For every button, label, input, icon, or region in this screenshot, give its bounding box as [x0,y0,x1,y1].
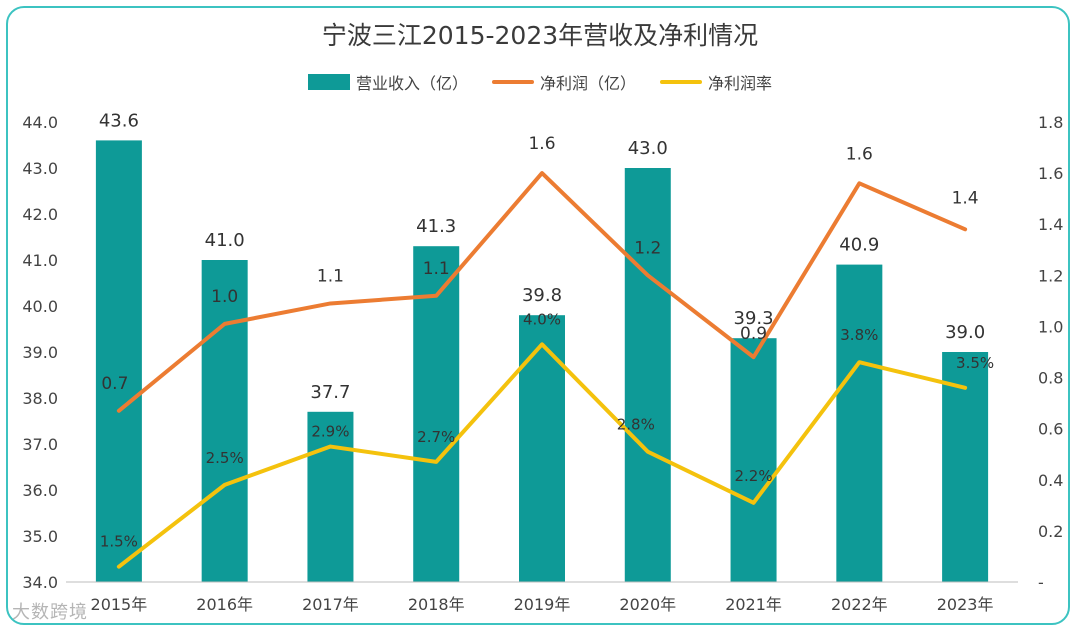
revenue-data-label: 37.7 [310,382,350,403]
net-profit-line [116,171,968,413]
net-margin-data-label: 2.5% [206,449,244,467]
x-axis-tick-label: 2019年 [514,595,571,614]
revenue-data-label: 39.3 [734,308,774,329]
revenue-bar [836,264,883,582]
left-axis-tick-label: 44.0 [22,113,58,132]
revenue-bar [201,260,248,582]
net-margin-data-label: 2.2% [735,467,773,485]
revenue-bar [942,352,989,582]
net-margin-data-label: 2.7% [417,428,455,446]
net-margin-data-label: 3.8% [840,326,878,344]
legend-swatch-net-profit [491,80,534,84]
net-profit-data-label: 0.9 [740,324,767,344]
revenue-bar [95,140,142,582]
revenue-bar [519,315,565,582]
left-axis-tick-label: 35.0 [22,527,58,546]
left-axis-tick-label: 42.0 [22,205,58,224]
left-axis-tick-label: 38.0 [22,389,58,408]
revenue-data-label: 40.9 [839,235,879,256]
net-margin-data-label: 2.8% [617,416,655,434]
left-axis-tick-label: 34.0 [22,573,58,592]
legend-item-revenue: 营业收入（亿） [307,70,468,94]
legend-item-net-margin: 净利润率 [660,70,772,94]
net-margin-line [116,342,968,569]
x-axis-tick-label: 2018年 [408,595,465,614]
net-profit-data-label: 1.2 [634,238,661,258]
right-axis-tick-label: 0.6 [1038,420,1063,439]
right-axis-tick-label: 1.8 [1038,113,1063,132]
chart-title: 宁波三江2015-2023年营收及净利情况 [321,21,759,50]
right-axis-tick-label: 1.0 [1038,317,1063,336]
right-axis-tick-label: 0.4 [1038,471,1063,490]
net-profit-data-label: 1.0 [211,287,238,307]
revenue-bar [624,168,671,582]
net-profit-data-label: 1.1 [317,266,344,286]
right-axis-tick-label: 1.6 [1038,164,1063,183]
left-axis-tick-label: 41.0 [22,251,58,270]
legend-item-net-profit: 净利润（亿） [491,70,636,94]
net-profit-data-label: 1.4 [952,188,979,208]
revenue-data-label: 41.3 [416,216,456,237]
net-margin-data-label: 2.9% [311,423,349,441]
net-profit-data-label: 0.7 [101,374,128,394]
revenue-data-label: 39.8 [522,285,562,306]
net-profit-data-label: 1.6 [846,144,873,164]
watermark: 大数跨境 [12,602,88,623]
revenue-bar [413,246,460,582]
x-axis-tick-label: 2023年 [937,595,994,614]
x-axis-tick-label: 2022年 [831,595,888,614]
x-axis-tick-label: 2015年 [91,595,148,614]
revenue-data-label: 39.0 [945,322,985,343]
right-axis-tick-label: 0.8 [1038,369,1063,388]
right-axis-tick-label: 0.2 [1038,522,1063,541]
legend-label-net-profit: 净利润（亿） [539,74,636,93]
chart-legend: 营业收入（亿） 净利润（亿） 净利润率 [0,70,1080,94]
left-axis-tick-label: 39.0 [22,343,58,362]
x-axis-tick-label: 2017年 [302,595,359,614]
right-axis-tick-label: 1.4 [1038,215,1063,234]
left-axis-tick-label: 37.0 [22,435,58,454]
revenue-data-label: 43.6 [99,110,139,131]
x-axis-tick-label: 2021年 [725,595,782,614]
net-profit-data-label: 1.1 [423,259,450,279]
revenue-bar [307,411,354,582]
revenue-data-label: 41.0 [205,230,245,251]
net-margin-data-label: 3.5% [956,354,994,372]
revenue-data-label: 43.0 [628,138,668,159]
net-profit-data-label: 1.6 [528,134,555,154]
net-margin-data-label: 4.0% [523,310,561,328]
left-axis-tick-label: 43.0 [22,159,58,178]
legend-swatch-revenue [307,74,350,90]
x-axis-tick-label: 2016年 [196,595,253,614]
right-axis-tick-label: - [1038,573,1044,592]
left-axis-tick-label: 36.0 [22,481,58,500]
legend-label-net-margin: 净利润率 [708,74,773,93]
x-axis-tick-label: 2020年 [619,595,676,614]
legend-swatch-net-margin [660,80,702,84]
revenue-bar [730,338,777,582]
right-axis-tick-label: 1.2 [1038,266,1063,285]
left-axis-tick-label: 40.0 [22,297,58,316]
legend-label-revenue: 营业收入（亿） [355,74,468,93]
net-margin-data-label: 1.5% [100,533,138,551]
